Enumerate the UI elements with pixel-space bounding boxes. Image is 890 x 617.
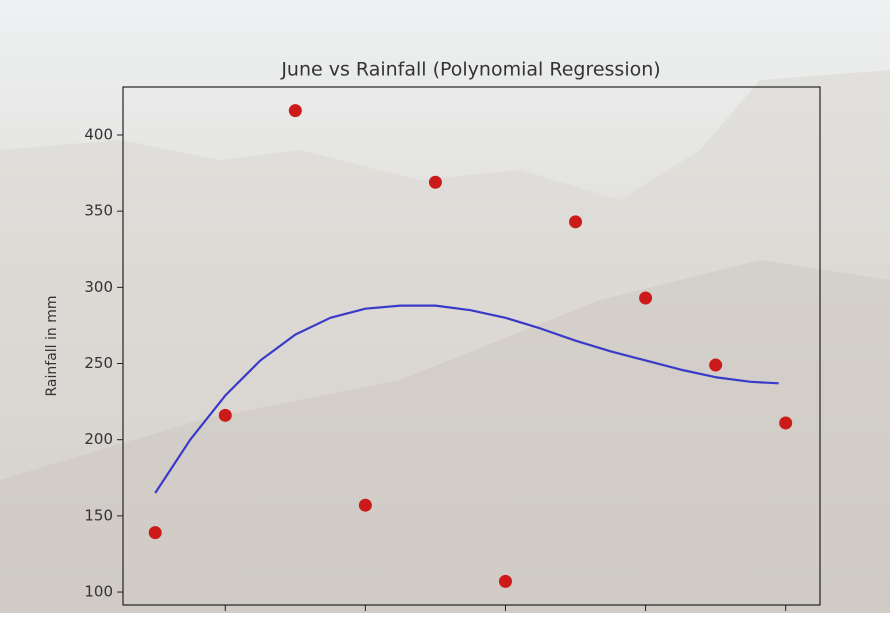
point — [429, 176, 442, 189]
point — [569, 215, 582, 228]
point — [149, 526, 162, 539]
y-tick-label: 150 — [84, 506, 113, 524]
chart-title: June vs Rainfall (Polynomial Regression) — [280, 59, 660, 81]
point — [289, 104, 302, 117]
page: June vs Rainfall (Polynomial Regression)… — [0, 0, 890, 617]
y-tick-label: 250 — [84, 354, 113, 372]
point — [709, 359, 722, 372]
y-axis-label: Rainfall in mm — [44, 296, 60, 397]
y-tick-label: 300 — [84, 278, 113, 296]
point — [499, 575, 512, 588]
point — [779, 416, 792, 429]
y-tick-label: 200 — [84, 430, 113, 448]
point — [639, 292, 652, 305]
y-tick-label: 100 — [84, 583, 113, 601]
y-tick-label: 350 — [84, 202, 113, 220]
chart: June vs Rainfall (Polynomial Regression)… — [0, 0, 890, 613]
y-tick-label: 400 — [84, 125, 113, 143]
point — [359, 499, 372, 512]
point — [219, 409, 232, 422]
